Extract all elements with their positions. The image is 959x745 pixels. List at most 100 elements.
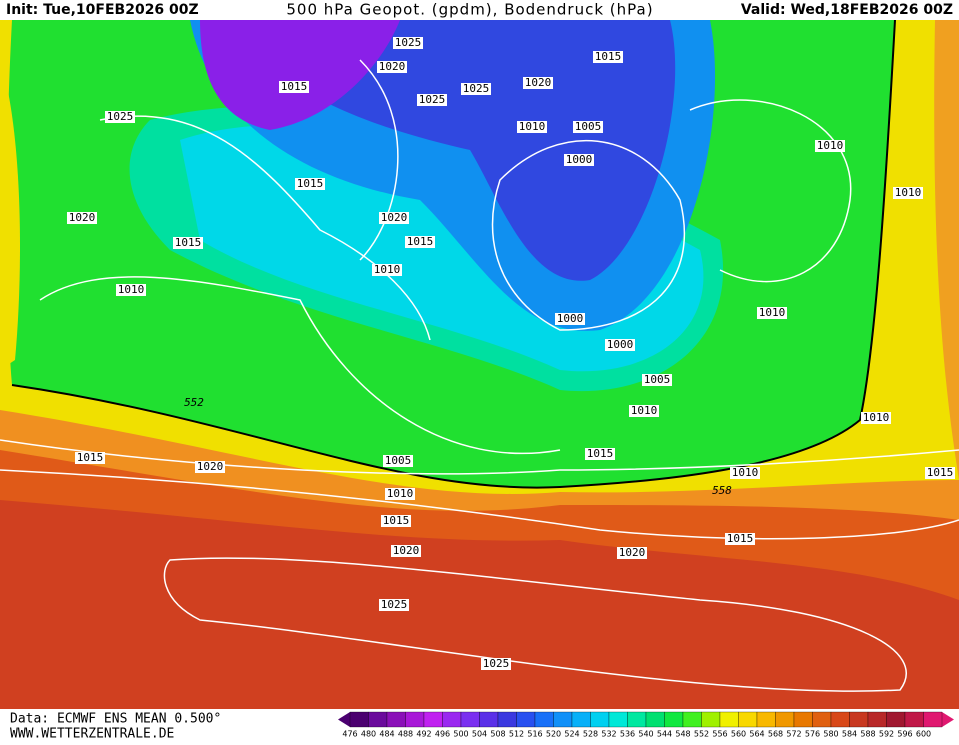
isobar-label: 1025	[395, 36, 422, 49]
isobar-label: 1025	[381, 598, 408, 611]
legend-swatch	[460, 711, 480, 728]
init-time: Init: Tue,10FEB2026 00Z	[6, 2, 199, 18]
legend-swatch	[793, 711, 813, 728]
isobar-label-box	[861, 412, 891, 424]
legend-swatch	[923, 711, 943, 728]
legend-swatch	[497, 711, 517, 728]
legend-value: 480	[361, 730, 376, 739]
header-band	[0, 0, 959, 20]
isobar-label: 1010	[732, 466, 759, 479]
isobar-label-box	[295, 178, 325, 190]
legend-value: 576	[805, 730, 820, 739]
isobar-label-box	[393, 37, 423, 49]
isobar-label: 1015	[281, 80, 308, 93]
isobar-label: 1000	[607, 338, 634, 351]
isobar-label-box	[372, 264, 402, 276]
legend-value: 552	[694, 730, 709, 739]
isobar-label: 1005	[575, 120, 602, 133]
legend-swatch	[904, 711, 924, 728]
legend-swatch	[608, 711, 628, 728]
legend-swatch	[830, 711, 850, 728]
isobar-label: 1010	[519, 120, 546, 133]
legend-value: 528	[583, 730, 598, 739]
isobar-label-box	[417, 94, 447, 106]
isobar-label: 1025	[419, 93, 446, 106]
isobar-label-box	[573, 121, 603, 133]
field-left-yellow	[0, 60, 20, 370]
isobar-label-box	[642, 374, 672, 386]
isobar-label: 1015	[407, 235, 434, 248]
field-purple	[200, 20, 400, 130]
isobar-label-box	[629, 405, 659, 417]
legend-value: 600	[916, 730, 931, 739]
map-title: 500 hPa Geopot. (gpdm), Bodendruck (hPa)	[286, 1, 653, 19]
field-right-orange	[934, 20, 959, 480]
legend-value: 564	[749, 730, 764, 739]
legend-value: 476	[342, 730, 357, 739]
valid-time: Valid: Wed,18FEB2026 00Z	[741, 2, 953, 18]
isobar-label-box	[116, 284, 146, 296]
isobar-label: 1000	[566, 153, 593, 166]
legend-swatch	[756, 711, 776, 728]
isobar-label-box	[279, 81, 309, 93]
legend-value: 516	[527, 730, 542, 739]
contour-552	[11, 19, 896, 489]
legend-swatch	[886, 711, 906, 728]
legend-value: 512	[509, 730, 524, 739]
legend-swatch	[738, 711, 758, 728]
isobar-label: 1020	[381, 211, 408, 224]
legend-swatch	[645, 711, 665, 728]
legend-swatch	[349, 711, 369, 728]
isobar-label-box	[925, 467, 955, 479]
isobar-label: 1010	[387, 487, 414, 500]
isobar-label-box	[725, 533, 755, 545]
legend-swatch	[423, 711, 443, 728]
legend-swatch	[719, 711, 739, 728]
legend-swatch	[571, 711, 591, 728]
isobar-label: 1015	[927, 466, 954, 479]
legend-value: 500	[453, 730, 468, 739]
legend-value: 584	[842, 730, 857, 739]
legend-value: 520	[546, 730, 561, 739]
isobar-label-box	[730, 467, 760, 479]
legend-value: 568	[768, 730, 783, 739]
isobars	[0, 59, 959, 692]
isobar-label: 1010	[631, 404, 658, 417]
isobar-label: 1010	[895, 186, 922, 199]
legend-swatch	[701, 711, 721, 728]
isobar-label-box	[391, 545, 421, 557]
legend-value: 592	[879, 730, 894, 739]
legend-swatch	[590, 711, 610, 728]
legend-swatch	[386, 711, 406, 728]
legend-arrow-low	[338, 712, 350, 727]
isobar-label-box	[523, 77, 553, 89]
isobar-label: 1015	[727, 532, 754, 545]
isobar-label: 1015	[175, 236, 202, 249]
legend-value: 548	[675, 730, 690, 739]
legend-swatch	[812, 711, 832, 728]
legend-arrow-high	[942, 712, 954, 727]
isobar-label-box	[461, 83, 491, 95]
map-labels: 1025 1020 1015 1015 1020 1025 1025 1010 1005 1025…	[67, 36, 955, 670]
legend-swatch	[534, 711, 554, 728]
isobar-label-box	[105, 111, 135, 123]
legend-value: 532	[601, 730, 616, 739]
isobar-label: 1015	[383, 514, 410, 527]
isobar-label: 1020	[197, 460, 224, 473]
isobar-label: 1010	[863, 411, 890, 424]
isobar-label-box	[67, 212, 97, 224]
isobar-label-box	[555, 313, 585, 325]
legend-swatch	[627, 711, 647, 728]
isobar-label: 1010	[118, 283, 145, 296]
isobar-label-box	[385, 488, 415, 500]
isobar-label-box	[585, 448, 615, 460]
legend-swatch	[664, 711, 684, 728]
legend-value: 484	[379, 730, 394, 739]
legend-swatch	[849, 711, 869, 728]
isobar-label-box	[405, 236, 435, 248]
legend-value: 504	[472, 730, 487, 739]
isobar-label-box	[617, 547, 647, 559]
isobar-label: 1025	[463, 82, 490, 95]
isobar-label-box	[195, 461, 225, 473]
legend-swatch	[682, 711, 702, 728]
